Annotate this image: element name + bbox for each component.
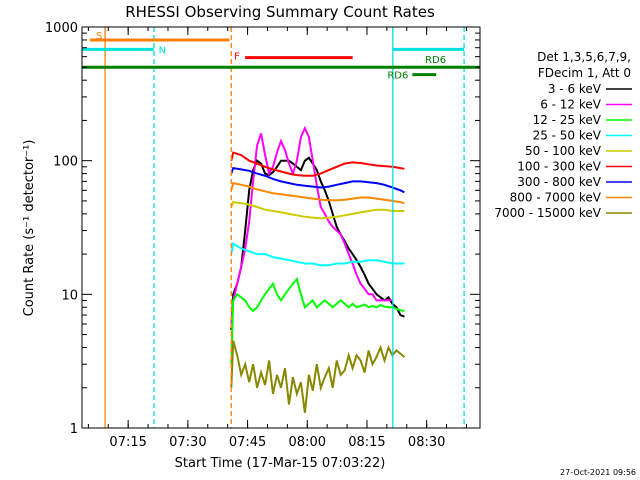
x-tick-label-4: 08:15: [348, 435, 385, 450]
series-line-8: [230, 340, 406, 413]
x-axis-label: Start Time (17-Mar-15 07:03:22): [175, 456, 386, 471]
x-tick-label-5: 08:30: [408, 435, 445, 450]
series-line-0: [230, 156, 405, 331]
series-line-7: [230, 181, 405, 205]
flag-label-3: RD6: [425, 55, 446, 66]
legend-label-2: 12 - 25 keV: [533, 113, 602, 127]
plot-data-layer: [230, 125, 406, 413]
series-line-4: [230, 200, 405, 220]
series-line-1: [230, 125, 393, 325]
generation-timestamp: 27-Oct-2021 09:56: [560, 468, 636, 477]
y-tick-label-3: 1000: [45, 21, 78, 36]
y-tick-label-2: 100: [53, 155, 78, 170]
flag-label-2: F: [234, 52, 240, 63]
series-line-5: [230, 151, 405, 177]
legend-label-7: 800 - 7000 keV: [510, 191, 602, 205]
x-tick-label-1: 07:30: [169, 435, 206, 450]
legend-label-6: 300 - 800 keV: [517, 175, 601, 189]
flag-label-1: N: [159, 45, 166, 56]
y-axis-label: Count Rate (s⁻¹ detector⁻¹): [22, 140, 37, 317]
x-tick-label-3: 08:00: [289, 435, 326, 450]
legend-label-4: 50 - 100 keV: [525, 144, 602, 158]
legend-label-3: 25 - 50 keV: [533, 129, 602, 143]
flag-layer: S N F RD6 RD6: [82, 27, 480, 428]
x-tick-label-2: 07:45: [229, 435, 266, 450]
flag-label-0: S: [96, 31, 102, 42]
series-line-3: [230, 241, 405, 267]
plot-frame: [81, 26, 481, 429]
legend-label-1: 6 - 12 keV: [540, 98, 602, 112]
legend-label-0: 3 - 6 keV: [548, 82, 602, 96]
axis-layer: 07:15 07:30 07:45 08:00 08:15 08:30 1 10 100 1000: [45, 21, 480, 450]
legend-label-5: 100 - 300 keV: [517, 160, 601, 174]
legend: Det 1,3,5,6,7,9, FDecim 1, Att 0 3 - 6 k…: [494, 50, 632, 220]
legend-label-8: 7000 - 15000 keV: [494, 206, 601, 220]
series-line-2: [230, 277, 405, 365]
x-tick-label-0: 07:15: [109, 435, 146, 450]
y-tick-label-1: 10: [61, 288, 78, 303]
series-line-6: [230, 166, 405, 194]
y-tick-label-0: 1: [70, 422, 78, 437]
legend-header-2: FDecim 1, Att 0: [538, 66, 631, 80]
legend-header-1: Det 1,3,5,6,7,9,: [537, 50, 631, 64]
chart-title: RHESSI Observing Summary Count Rates: [125, 3, 435, 21]
flag-label-4: RD6: [387, 71, 408, 82]
